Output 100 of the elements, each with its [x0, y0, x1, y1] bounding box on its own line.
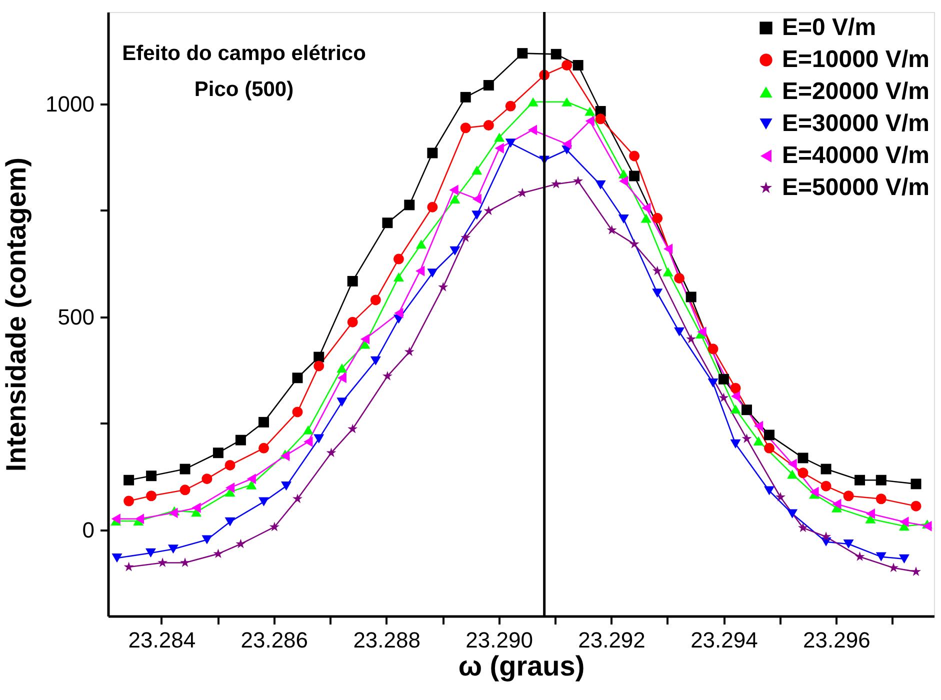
y-tick-label: 0 — [82, 517, 94, 542]
point — [393, 272, 404, 282]
point — [843, 539, 854, 549]
point — [246, 480, 257, 490]
legend-label: E=20000 V/m — [782, 78, 930, 105]
point — [202, 535, 212, 544]
point — [112, 554, 122, 563]
point — [730, 439, 741, 448]
point — [776, 492, 786, 502]
point — [382, 370, 392, 380]
point — [898, 554, 910, 564]
point — [730, 382, 741, 394]
point — [314, 434, 324, 444]
point — [742, 404, 752, 416]
point — [787, 470, 798, 479]
point — [326, 448, 336, 458]
point — [347, 276, 358, 286]
point — [213, 548, 224, 558]
point — [843, 490, 854, 502]
point — [584, 106, 596, 116]
point — [788, 458, 797, 470]
point — [483, 120, 494, 131]
point — [718, 392, 729, 402]
point — [798, 452, 808, 464]
point — [168, 544, 178, 554]
point — [876, 474, 886, 486]
point — [484, 206, 494, 216]
point — [551, 178, 562, 188]
point — [292, 494, 302, 504]
point — [708, 344, 718, 354]
point — [832, 498, 842, 510]
point — [360, 334, 370, 344]
point — [382, 218, 393, 228]
point — [281, 482, 292, 491]
point — [662, 267, 674, 276]
point — [146, 490, 157, 502]
point — [652, 288, 663, 298]
point — [460, 92, 471, 102]
point — [730, 404, 741, 414]
point — [280, 450, 290, 462]
point — [180, 558, 190, 567]
point — [258, 442, 269, 454]
point — [798, 468, 808, 478]
point — [753, 436, 764, 446]
point — [528, 97, 538, 106]
point — [697, 326, 706, 338]
point — [910, 478, 922, 490]
point — [246, 474, 256, 484]
point — [292, 406, 303, 418]
point — [347, 316, 358, 328]
point — [876, 552, 886, 562]
point — [820, 480, 832, 492]
point — [820, 464, 832, 474]
point — [629, 150, 640, 162]
point — [550, 48, 562, 60]
point — [134, 514, 144, 524]
point — [212, 448, 224, 458]
point — [562, 60, 572, 70]
point — [494, 132, 505, 142]
point — [674, 327, 685, 336]
point — [404, 200, 415, 210]
point — [348, 424, 358, 434]
point — [562, 97, 572, 106]
point — [674, 272, 685, 284]
point — [505, 100, 516, 112]
point — [764, 442, 774, 454]
point — [472, 165, 482, 175]
point — [718, 374, 729, 384]
point — [393, 254, 404, 264]
point — [619, 176, 628, 186]
point — [146, 470, 157, 482]
point — [686, 292, 696, 302]
x-tick-label: 23.292 — [578, 628, 646, 652]
point — [642, 202, 651, 214]
point — [202, 474, 212, 484]
legend-label: E=40000 V/m — [782, 142, 930, 169]
point — [810, 486, 819, 498]
point — [314, 360, 324, 372]
legend-label: E=10000 V/m — [782, 46, 930, 73]
point — [302, 425, 314, 434]
point — [472, 210, 482, 220]
point — [145, 548, 156, 558]
annotation: Efeito do campo elétrico — [122, 42, 366, 65]
point — [708, 378, 718, 388]
point — [168, 508, 178, 518]
legend-label: E=30000 V/m — [782, 110, 930, 137]
point — [572, 60, 584, 70]
x-tick-label: 23.296 — [803, 628, 870, 652]
point — [460, 122, 471, 134]
point — [416, 266, 425, 276]
point — [900, 516, 909, 528]
point — [866, 508, 876, 520]
point — [336, 398, 348, 407]
point — [450, 246, 460, 256]
point — [585, 116, 594, 126]
y-tick-label: 500 — [58, 304, 94, 330]
point — [314, 352, 324, 362]
point — [370, 356, 381, 366]
x-tick-label: 23.294 — [690, 628, 758, 652]
point — [764, 486, 774, 496]
